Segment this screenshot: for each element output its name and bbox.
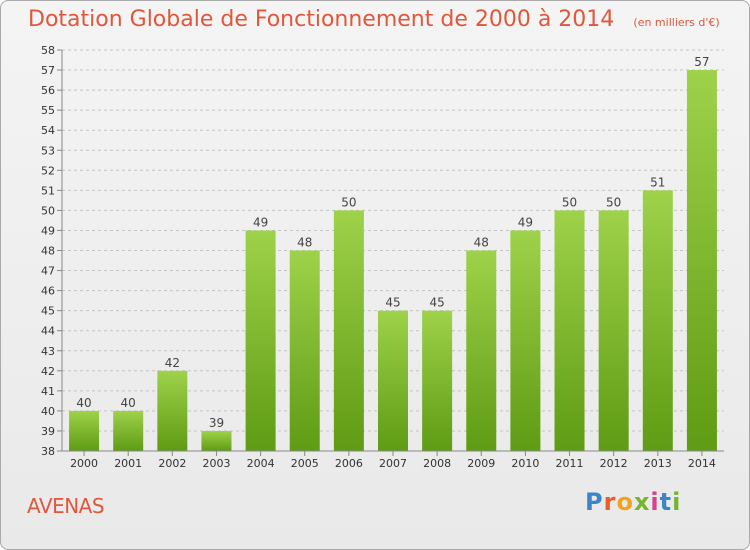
bar xyxy=(157,370,188,451)
data-label: 49 xyxy=(518,215,533,229)
logo-letter: o xyxy=(616,488,634,516)
y-tick-label: 48 xyxy=(41,245,55,258)
bar xyxy=(598,210,629,451)
y-tick-label: 50 xyxy=(41,204,55,217)
bar xyxy=(201,430,232,451)
logo-letter: t xyxy=(659,488,673,516)
y-tick-label: 47 xyxy=(41,265,55,278)
y-tick-label: 45 xyxy=(41,305,55,318)
data-label: 48 xyxy=(474,236,489,250)
bar xyxy=(289,250,320,451)
y-tick-label: 53 xyxy=(41,144,55,157)
y-tick-label: 51 xyxy=(41,184,55,197)
data-label: 49 xyxy=(253,215,268,229)
data-label: 40 xyxy=(121,396,136,410)
bar xyxy=(245,230,276,451)
x-tick-label: 2007 xyxy=(379,457,407,470)
logo-letter: r xyxy=(603,488,617,516)
y-tick-label: 46 xyxy=(41,285,55,298)
y-tick-label: 49 xyxy=(41,224,55,237)
data-label: 57 xyxy=(694,55,709,69)
x-tick-label: 2009 xyxy=(467,457,495,470)
bar xyxy=(686,70,717,452)
bar xyxy=(466,250,497,451)
x-tick-label: 2008 xyxy=(423,457,451,470)
x-tick-label: 2011 xyxy=(556,457,584,470)
data-label: 50 xyxy=(562,195,577,209)
x-tick-label: 2010 xyxy=(511,457,539,470)
logo-letter: P xyxy=(585,488,604,516)
y-tick-label: 56 xyxy=(41,84,55,97)
y-tick-label: 54 xyxy=(41,124,55,137)
bar xyxy=(378,310,408,451)
y-tick-label: 39 xyxy=(41,425,55,438)
data-label: 45 xyxy=(385,296,400,310)
x-tick-label: 2001 xyxy=(114,457,142,470)
chart-unit: (en milliers d'€) xyxy=(633,16,720,29)
data-label: 42 xyxy=(165,356,180,370)
bar xyxy=(422,310,453,451)
bar xyxy=(642,190,673,451)
x-tick-label: 2013 xyxy=(644,457,672,470)
y-tick-label: 43 xyxy=(41,345,55,358)
x-tick-label: 2006 xyxy=(335,457,363,470)
x-tick-label: 2000 xyxy=(70,457,98,470)
x-tick-label: 2005 xyxy=(291,457,319,470)
y-tick-label: 57 xyxy=(41,64,55,77)
y-tick-label: 58 xyxy=(41,44,55,57)
data-label: 45 xyxy=(429,296,444,310)
bar xyxy=(69,410,100,451)
bar xyxy=(510,230,541,451)
proxiti-logo[interactable]: Proxiti xyxy=(585,488,681,516)
logo-letter: i xyxy=(650,488,660,516)
y-tick-label: 40 xyxy=(41,405,55,418)
data-label: 39 xyxy=(209,416,224,430)
y-tick-label: 52 xyxy=(41,164,55,177)
data-label: 51 xyxy=(650,175,665,189)
logo-letter: i xyxy=(672,488,682,516)
municipality-name: AVENAS xyxy=(27,494,105,518)
title-row: Dotation Globale de Fonctionnement de 20… xyxy=(28,7,720,32)
y-tick-label: 38 xyxy=(41,445,55,458)
x-tick-label: 2002 xyxy=(158,457,186,470)
y-tick-label: 55 xyxy=(41,104,55,117)
x-tick-label: 2012 xyxy=(600,457,628,470)
x-tick-label: 2003 xyxy=(202,457,230,470)
data-label: 50 xyxy=(606,195,621,209)
data-label: 40 xyxy=(76,396,91,410)
chart-title: Dotation Globale de Fonctionnement de 20… xyxy=(28,7,615,32)
bar xyxy=(554,210,585,451)
logo-letter: x xyxy=(633,488,651,516)
y-tick-label: 44 xyxy=(41,325,55,338)
y-tick-label: 42 xyxy=(41,365,55,378)
x-tick-label: 2004 xyxy=(247,457,275,470)
bar xyxy=(333,210,364,451)
x-tick-label: 2014 xyxy=(688,457,716,470)
y-tick-label: 41 xyxy=(41,385,55,398)
data-label: 50 xyxy=(341,195,356,209)
bar xyxy=(113,410,144,451)
data-label: 48 xyxy=(297,236,312,250)
